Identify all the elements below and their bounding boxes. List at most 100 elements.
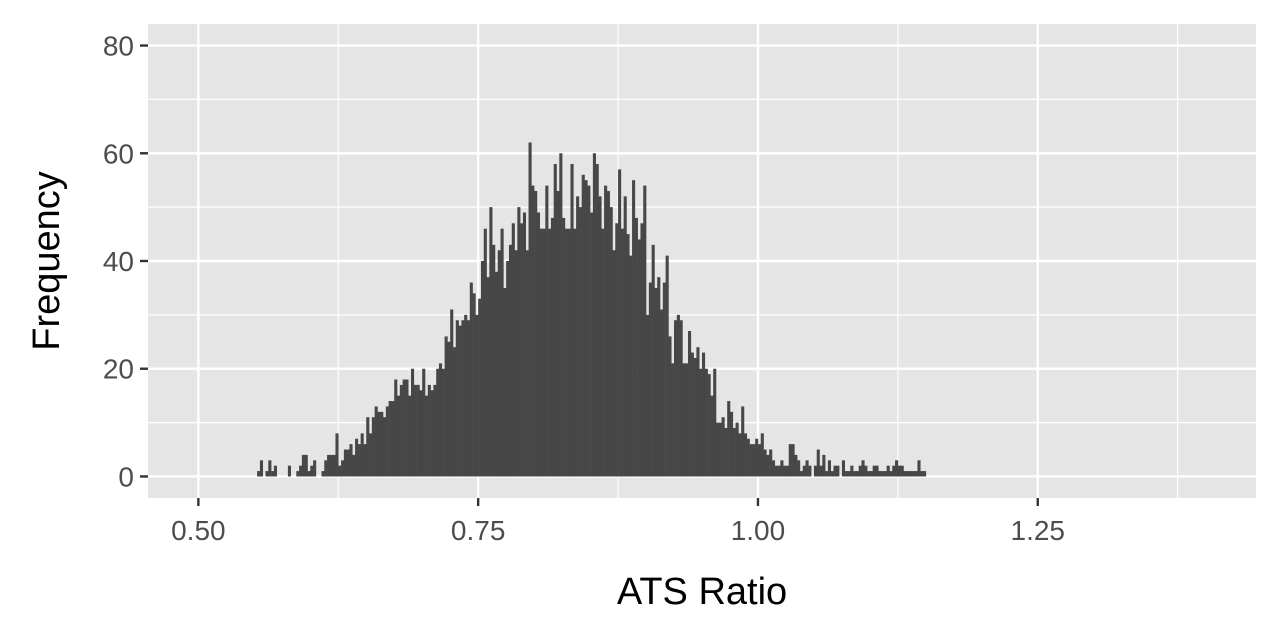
histogram-bar: [819, 465, 823, 477]
histogram-bar: [618, 169, 622, 477]
histogram-bar: [693, 357, 697, 477]
histogram-bar: [438, 363, 443, 477]
histogram-bar: [864, 465, 868, 477]
histogram-bar: [897, 465, 901, 477]
histogram-bar: [688, 331, 692, 477]
histogram-bar: [799, 471, 804, 477]
histogram-bar: [646, 314, 650, 477]
histogram-bar: [486, 277, 490, 477]
histogram-bar: [713, 368, 717, 477]
x-tick-label: 0.75: [451, 515, 506, 546]
histogram-bar: [466, 320, 471, 477]
histogram-bar: [455, 320, 459, 477]
histogram-bar: [632, 180, 636, 477]
histogram-bar: [332, 454, 336, 477]
histogram-bar: [492, 244, 496, 477]
histogram-bar: [461, 320, 465, 477]
histogram-bar: [287, 465, 291, 477]
histogram-bar: [746, 438, 750, 477]
histogram-bar: [704, 368, 708, 477]
histogram-bar: [606, 190, 610, 477]
y-axis-title: Frequency: [26, 171, 68, 351]
histogram-bar: [816, 449, 820, 477]
histogram-bar: [615, 223, 619, 477]
histogram-bar: [626, 234, 630, 477]
histogram-bar: [419, 390, 423, 477]
histogram-bar: [858, 465, 862, 477]
histogram-bar: [310, 465, 314, 477]
histogram-bar: [259, 460, 264, 477]
histogram-bar: [592, 153, 596, 477]
histogram-bar: [903, 471, 907, 477]
histogram-bar: [478, 298, 482, 477]
histogram-bar: [296, 471, 300, 477]
histogram-bar: [724, 427, 728, 477]
histogram-bars: [257, 142, 927, 477]
histogram-bar: [360, 433, 364, 477]
histogram-bar: [869, 471, 873, 477]
histogram-bar: [377, 411, 381, 477]
histogram-bar: [830, 471, 834, 477]
histogram-bar: [813, 465, 818, 477]
histogram-bar: [469, 282, 473, 477]
histogram-bar: [341, 460, 345, 477]
histogram-bar: [472, 293, 476, 477]
histogram-bar: [827, 460, 832, 477]
histogram-bar: [699, 368, 703, 477]
histogram-bar: [777, 465, 781, 477]
histogram-bar: [520, 223, 524, 477]
y-tick-label: 20: [103, 354, 134, 385]
histogram-bar: [564, 228, 568, 477]
histogram-bar: [855, 471, 859, 477]
histogram-bar: [464, 314, 468, 477]
histogram-bar: [825, 471, 829, 477]
histogram-bar: [906, 471, 910, 477]
histogram-bar: [430, 390, 434, 477]
histogram-bar: [525, 250, 529, 477]
histogram-bar: [503, 287, 507, 477]
histogram-bar: [550, 217, 555, 477]
histogram-bar: [763, 449, 767, 477]
histogram-bar: [268, 460, 272, 477]
histogram-bar: [797, 460, 801, 477]
histogram-bar: [662, 282, 666, 477]
histogram-bar: [802, 465, 806, 477]
histogram-bar: [405, 379, 409, 477]
histogram-bar: [620, 228, 624, 477]
histogram-bar: [327, 454, 331, 477]
histogram-bar: [883, 471, 887, 477]
histogram-bar: [847, 471, 851, 477]
histogram-bar: [494, 271, 499, 477]
histogram-bar: [752, 444, 756, 477]
histogram-bar: [732, 427, 736, 477]
histogram-bar: [346, 449, 350, 477]
histogram-bar: [402, 379, 406, 477]
histogram-bar: [900, 465, 904, 477]
histogram-bar: [760, 433, 764, 477]
x-tick-label: 0.50: [171, 515, 226, 546]
histogram-bar: [536, 212, 541, 477]
histogram-bar: [581, 174, 585, 477]
histogram-bar: [881, 471, 885, 477]
histogram-bar: [715, 422, 720, 477]
y-tick-label: 40: [103, 246, 134, 277]
histogram-bar: [441, 368, 445, 477]
histogram-bar: [735, 422, 739, 477]
histogram-bar: [623, 196, 627, 477]
y-tick-label: 0: [118, 461, 134, 492]
histogram-bar: [690, 352, 694, 477]
histogram-bar: [707, 374, 711, 477]
histogram-bar: [771, 460, 776, 477]
histogram-bar: [271, 471, 275, 477]
histogram-bar: [805, 460, 809, 477]
histogram-bar: [911, 471, 915, 477]
histogram-bar: [923, 471, 927, 477]
histogram-bar: [878, 471, 882, 477]
histogram-bar: [447, 341, 451, 477]
histogram-bar: [785, 465, 790, 477]
histogram-bar: [780, 460, 784, 477]
histogram-bar: [660, 309, 664, 477]
histogram-bar: [506, 261, 510, 477]
histogram-bar: [508, 244, 513, 477]
histogram-bar: [892, 465, 896, 477]
